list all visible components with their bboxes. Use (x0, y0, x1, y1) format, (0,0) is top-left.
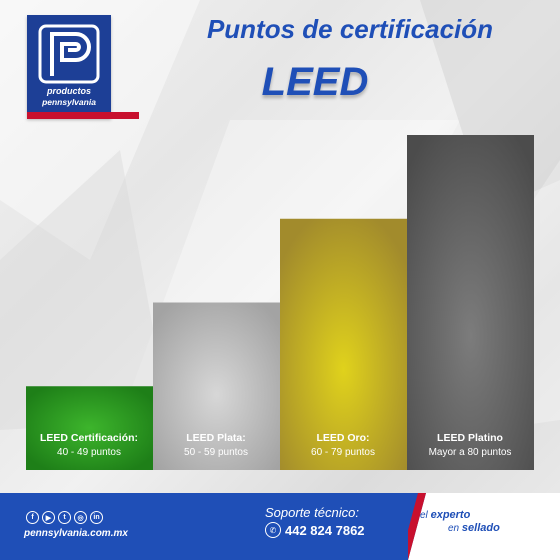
bar-category-name: LEED Platino (437, 432, 503, 444)
bar-category-range: Mayor a 80 puntos (428, 446, 512, 458)
bar-category-range: 50 - 59 puntos (184, 446, 248, 458)
footer-tagline-panel (408, 493, 560, 560)
bar-label-2: LEED Plata: 50 - 59 puntos (153, 432, 279, 459)
tagline-prefix: el (420, 510, 428, 521)
bar-label-1: LEED Certificación: 40 - 49 puntos (26, 432, 152, 459)
bar-4 (407, 135, 534, 470)
bar-category-range: 60 - 79 puntos (311, 446, 375, 458)
bar-label-4: LEED Platino Mayor a 80 puntos (407, 432, 533, 459)
bar-1 (26, 386, 153, 470)
logo-accent-stripe (27, 112, 139, 119)
tagline-line2-prefix: en (448, 522, 460, 534)
phone-number[interactable]: 442 824 7862 (285, 522, 365, 538)
bar-category-name: LEED Oro: (316, 432, 370, 444)
page-subtitle: LEED (261, 60, 369, 104)
bar-category-name: LEED Plata: (186, 432, 246, 444)
tagline: el experto en sellado (420, 509, 500, 534)
support-label: Soporte técnico: (265, 505, 359, 520)
social-links: f ▶ t ◎ in (26, 511, 103, 524)
instagram-icon[interactable]: ◎ (74, 511, 87, 524)
website-link[interactable]: pennsylvania.com.mx (24, 528, 128, 539)
bar-3 (280, 218, 407, 470)
whatsapp-icon: ✆ (265, 522, 281, 538)
linkedin-icon[interactable]: in (90, 511, 103, 524)
bar-2 (153, 302, 280, 470)
bar-category-range: 40 - 49 puntos (57, 446, 121, 458)
logo-text-pennsylvania: pennsylvania (42, 97, 96, 107)
brand-logo: productos pennsylvania (27, 15, 111, 118)
logo-text-productos: productos (47, 86, 91, 96)
youtube-icon[interactable]: ▶ (42, 511, 55, 524)
bar-category-name: LEED Certificación: (39, 432, 139, 444)
page-title: Puntos de certificación (206, 14, 494, 44)
phone-row: ✆ 442 824 7862 (265, 522, 365, 538)
logo-p-icon (38, 24, 100, 84)
twitter-icon[interactable]: t (58, 511, 71, 524)
tagline-strong: experto (430, 509, 471, 521)
bar-label-3: LEED Oro: 60 - 79 puntos (280, 432, 406, 459)
facebook-icon[interactable]: f (26, 511, 39, 524)
tagline-line2-strong: sellado (461, 521, 500, 534)
